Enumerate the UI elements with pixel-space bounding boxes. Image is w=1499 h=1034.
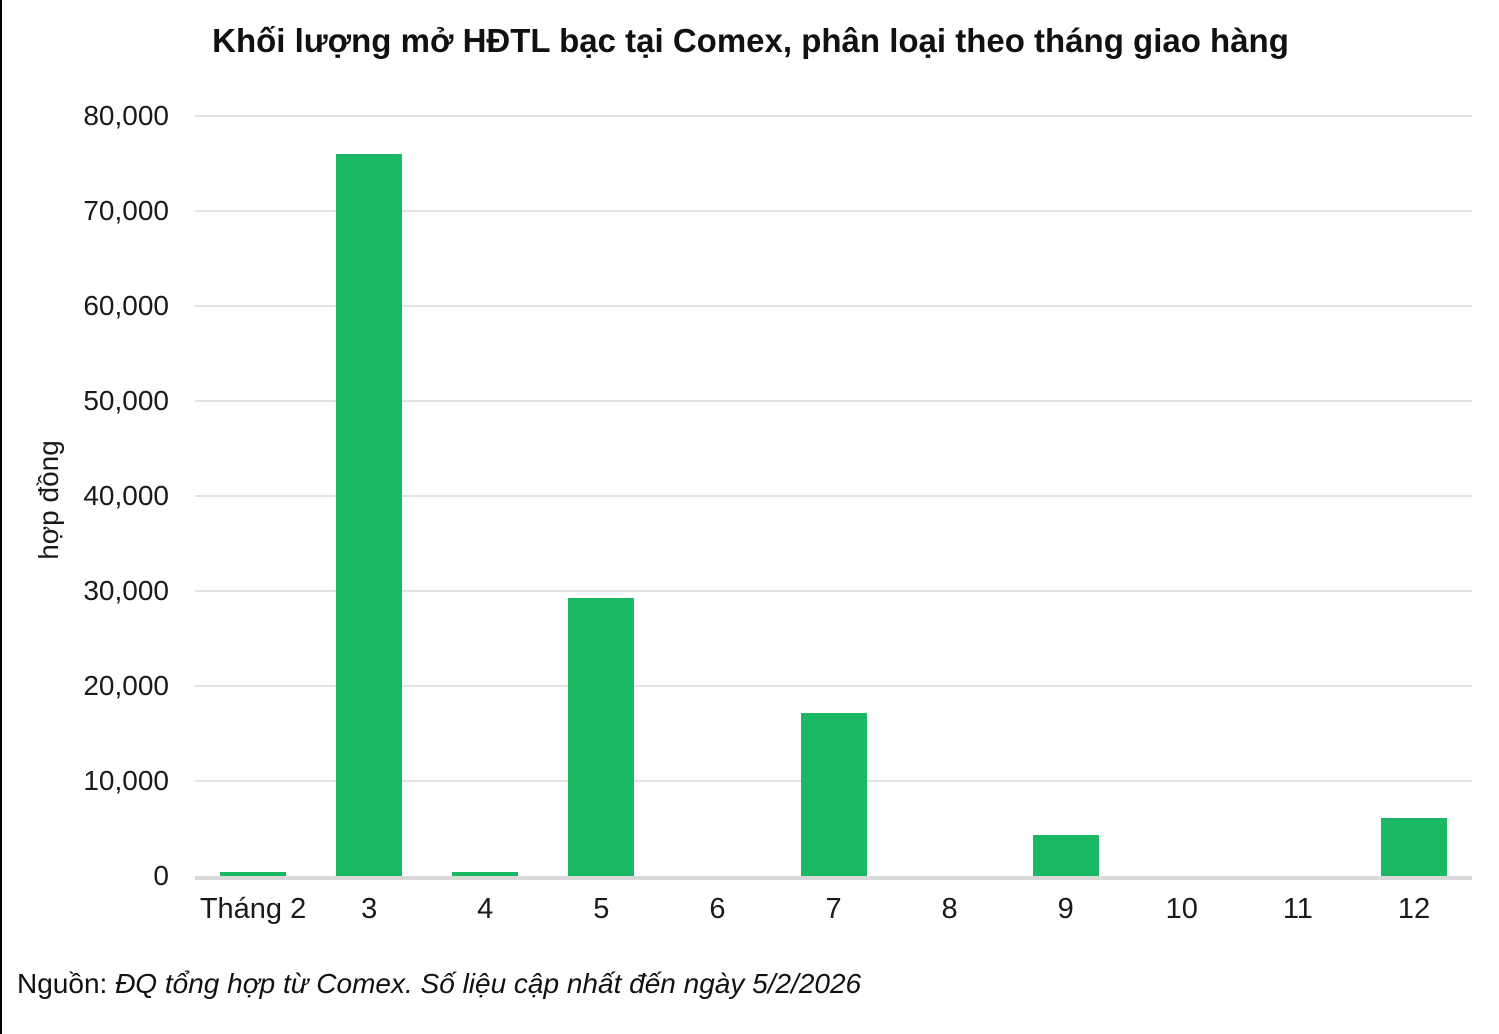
x-tick-label: 9 [1057, 893, 1074, 925]
source-text: ĐQ tổng hợp từ Comex. Số liệu cập nhất đ… [115, 968, 862, 999]
y-tick-label: 30,000 [83, 575, 169, 606]
bar-slot [1356, 116, 1472, 876]
gridline [195, 400, 1472, 402]
x-tick-label: 5 [593, 893, 610, 925]
bar-slot [1240, 116, 1356, 876]
y-tick-label: 60,000 [83, 290, 169, 321]
x-tick-label: 3 [361, 893, 378, 925]
x-tick-label: 6 [709, 893, 726, 925]
gridline [195, 305, 1472, 307]
bar-slot [775, 116, 891, 876]
y-tick-label: 40,000 [83, 480, 169, 511]
x-tick-label: 8 [941, 893, 958, 925]
bar [452, 872, 519, 876]
source-line: Nguồn: ĐQ tổng hợp từ Comex. Số liệu cập… [17, 968, 861, 1000]
x-tick-label: 7 [825, 893, 842, 925]
y-tick-label: 50,000 [83, 385, 169, 416]
bar [1380, 818, 1447, 876]
bar-slot [311, 116, 427, 876]
y-tick-label: 80,000 [83, 100, 169, 131]
x-tick-label: 12 [1397, 893, 1431, 925]
x-tick-label: 11 [1282, 893, 1313, 925]
bar-slot [543, 116, 659, 876]
x-tick-label: 10 [1165, 893, 1198, 925]
y-tick-label: 70,000 [83, 195, 169, 226]
plot-area [195, 115, 1472, 876]
bar-slot [1124, 116, 1240, 876]
bar-slot [427, 116, 543, 876]
bar-slot [195, 116, 311, 876]
bar-slot [892, 116, 1008, 876]
x-tick-label: 4 [477, 893, 494, 925]
y-tick-labels: 0 10,000 20,000 30,000 40,000 50,000 60,000 70,… [2, 100, 169, 891]
y-tick-label: 20,000 [83, 670, 169, 701]
x-axis-line [195, 876, 1472, 880]
gridline [195, 115, 1472, 117]
x-tick-labels: Tháng 2 3 4 5 6 7 8 9 10 11 12 [195, 893, 1472, 926]
bar [1032, 835, 1099, 876]
gridline [195, 495, 1472, 497]
bar [800, 712, 867, 876]
chart-title: Khối lượng mở HĐTL bạc tại Comex, phân l… [212, 22, 1289, 59]
gridline [195, 685, 1472, 687]
bars [195, 116, 1472, 876]
y-tick-label: 10,000 [83, 765, 169, 796]
gridline [195, 590, 1472, 592]
bar [336, 154, 403, 876]
bar-slot [659, 116, 775, 876]
x-tick-label: Tháng 2 [199, 893, 307, 925]
bar-slot [1008, 116, 1124, 876]
bar [568, 597, 635, 876]
bar [220, 872, 287, 876]
gridline [195, 210, 1472, 212]
y-tick-label: 0 [153, 860, 169, 891]
source-prefix: Nguồn: [17, 968, 116, 999]
